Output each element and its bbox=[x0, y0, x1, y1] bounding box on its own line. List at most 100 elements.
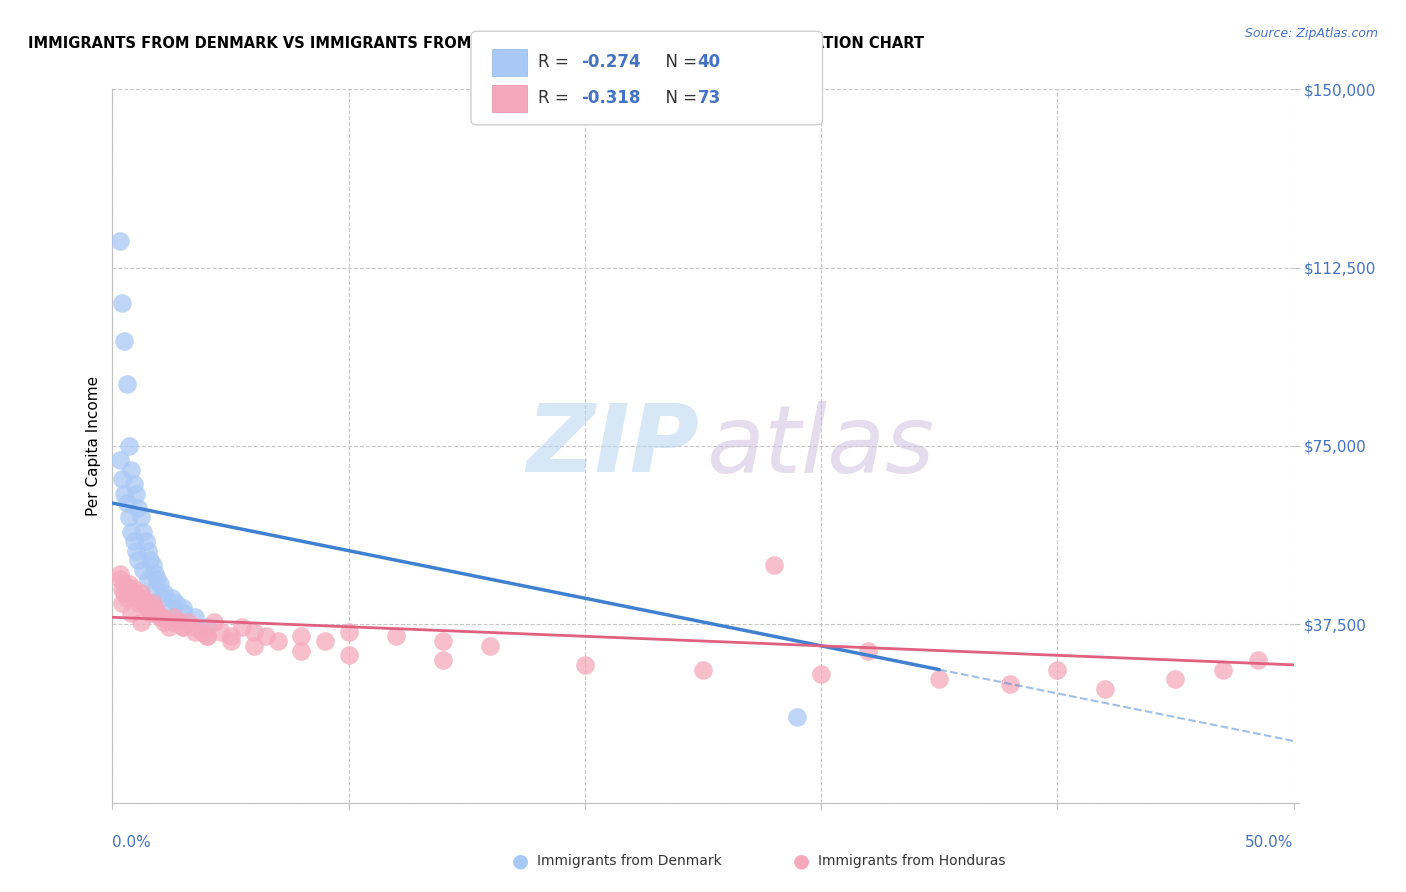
Point bbox=[432, 634, 454, 648]
Point bbox=[146, 572, 169, 586]
Point bbox=[337, 624, 360, 639]
Point bbox=[127, 596, 149, 610]
Point bbox=[153, 615, 176, 629]
Point bbox=[290, 629, 312, 643]
Point bbox=[160, 591, 183, 606]
Point bbox=[160, 615, 183, 629]
Point bbox=[202, 615, 225, 629]
Point bbox=[142, 596, 165, 610]
Point bbox=[135, 534, 157, 549]
Text: ●: ● bbox=[793, 851, 810, 871]
Point bbox=[132, 596, 155, 610]
Point bbox=[786, 710, 808, 724]
Point bbox=[129, 510, 152, 524]
Point bbox=[195, 620, 218, 634]
Point bbox=[1247, 653, 1270, 667]
Point bbox=[115, 377, 138, 392]
Point bbox=[135, 596, 157, 610]
Point bbox=[112, 577, 135, 591]
Point bbox=[136, 600, 159, 615]
Point bbox=[191, 624, 214, 639]
Point bbox=[810, 667, 832, 681]
Point bbox=[115, 591, 138, 606]
Point bbox=[160, 600, 183, 615]
Point bbox=[231, 620, 253, 634]
Point bbox=[120, 606, 142, 620]
Point bbox=[254, 629, 277, 643]
Point bbox=[574, 657, 596, 672]
Point bbox=[136, 572, 159, 586]
Text: Immigrants from Honduras: Immigrants from Honduras bbox=[818, 854, 1005, 868]
Point bbox=[139, 553, 162, 567]
Text: atlas: atlas bbox=[707, 401, 935, 491]
Point bbox=[385, 629, 408, 643]
Point bbox=[290, 643, 312, 657]
Point bbox=[118, 510, 141, 524]
Point bbox=[184, 620, 207, 634]
Point bbox=[1094, 681, 1116, 696]
Point bbox=[122, 586, 145, 600]
Point bbox=[157, 620, 180, 634]
Point bbox=[112, 334, 135, 349]
Point bbox=[132, 563, 155, 577]
Point bbox=[111, 596, 134, 610]
Point bbox=[122, 582, 145, 596]
Point bbox=[108, 453, 131, 467]
Point bbox=[122, 534, 145, 549]
Point bbox=[136, 600, 159, 615]
Point bbox=[1212, 663, 1234, 677]
Point bbox=[143, 606, 166, 620]
Point bbox=[132, 591, 155, 606]
Point bbox=[167, 615, 190, 629]
Point bbox=[111, 582, 134, 596]
Point bbox=[177, 615, 200, 629]
Point bbox=[118, 577, 141, 591]
Text: IMMIGRANTS FROM DENMARK VS IMMIGRANTS FROM HONDURAS PER CAPITA INCOME CORRELATIO: IMMIGRANTS FROM DENMARK VS IMMIGRANTS FR… bbox=[28, 36, 924, 51]
Point bbox=[118, 582, 141, 596]
Text: R =: R = bbox=[538, 54, 575, 71]
Point bbox=[120, 586, 142, 600]
Point bbox=[195, 629, 218, 643]
Point bbox=[127, 553, 149, 567]
Point bbox=[132, 524, 155, 539]
Text: Immigrants from Denmark: Immigrants from Denmark bbox=[537, 854, 721, 868]
Point bbox=[1164, 672, 1187, 686]
Y-axis label: Per Capita Income: Per Capita Income bbox=[86, 376, 101, 516]
Point bbox=[184, 624, 207, 639]
Point bbox=[150, 610, 173, 624]
Point bbox=[219, 629, 242, 643]
Point bbox=[243, 624, 266, 639]
Point bbox=[136, 543, 159, 558]
Text: N =: N = bbox=[655, 54, 703, 71]
Point bbox=[129, 586, 152, 600]
Point bbox=[172, 620, 194, 634]
Point bbox=[243, 639, 266, 653]
Text: 40: 40 bbox=[697, 54, 720, 71]
Text: -0.318: -0.318 bbox=[581, 89, 640, 107]
Point bbox=[108, 235, 131, 249]
Point bbox=[129, 615, 152, 629]
Point bbox=[108, 567, 131, 582]
Point bbox=[120, 463, 142, 477]
Point bbox=[127, 500, 149, 515]
Point bbox=[143, 600, 166, 615]
Point bbox=[120, 524, 142, 539]
Point bbox=[209, 624, 232, 639]
Point bbox=[112, 586, 135, 600]
Point bbox=[150, 591, 173, 606]
Point bbox=[146, 606, 169, 620]
Point bbox=[172, 606, 194, 620]
Point bbox=[115, 496, 138, 510]
Point bbox=[1046, 663, 1069, 677]
Text: 50.0%: 50.0% bbox=[1246, 836, 1294, 850]
Point bbox=[153, 586, 176, 600]
Point bbox=[163, 610, 186, 624]
Point bbox=[432, 653, 454, 667]
Point bbox=[122, 477, 145, 491]
Point bbox=[142, 558, 165, 572]
Point bbox=[692, 663, 714, 677]
Text: N =: N = bbox=[655, 89, 703, 107]
Point bbox=[195, 629, 218, 643]
Point bbox=[111, 296, 134, 310]
Point bbox=[479, 639, 502, 653]
